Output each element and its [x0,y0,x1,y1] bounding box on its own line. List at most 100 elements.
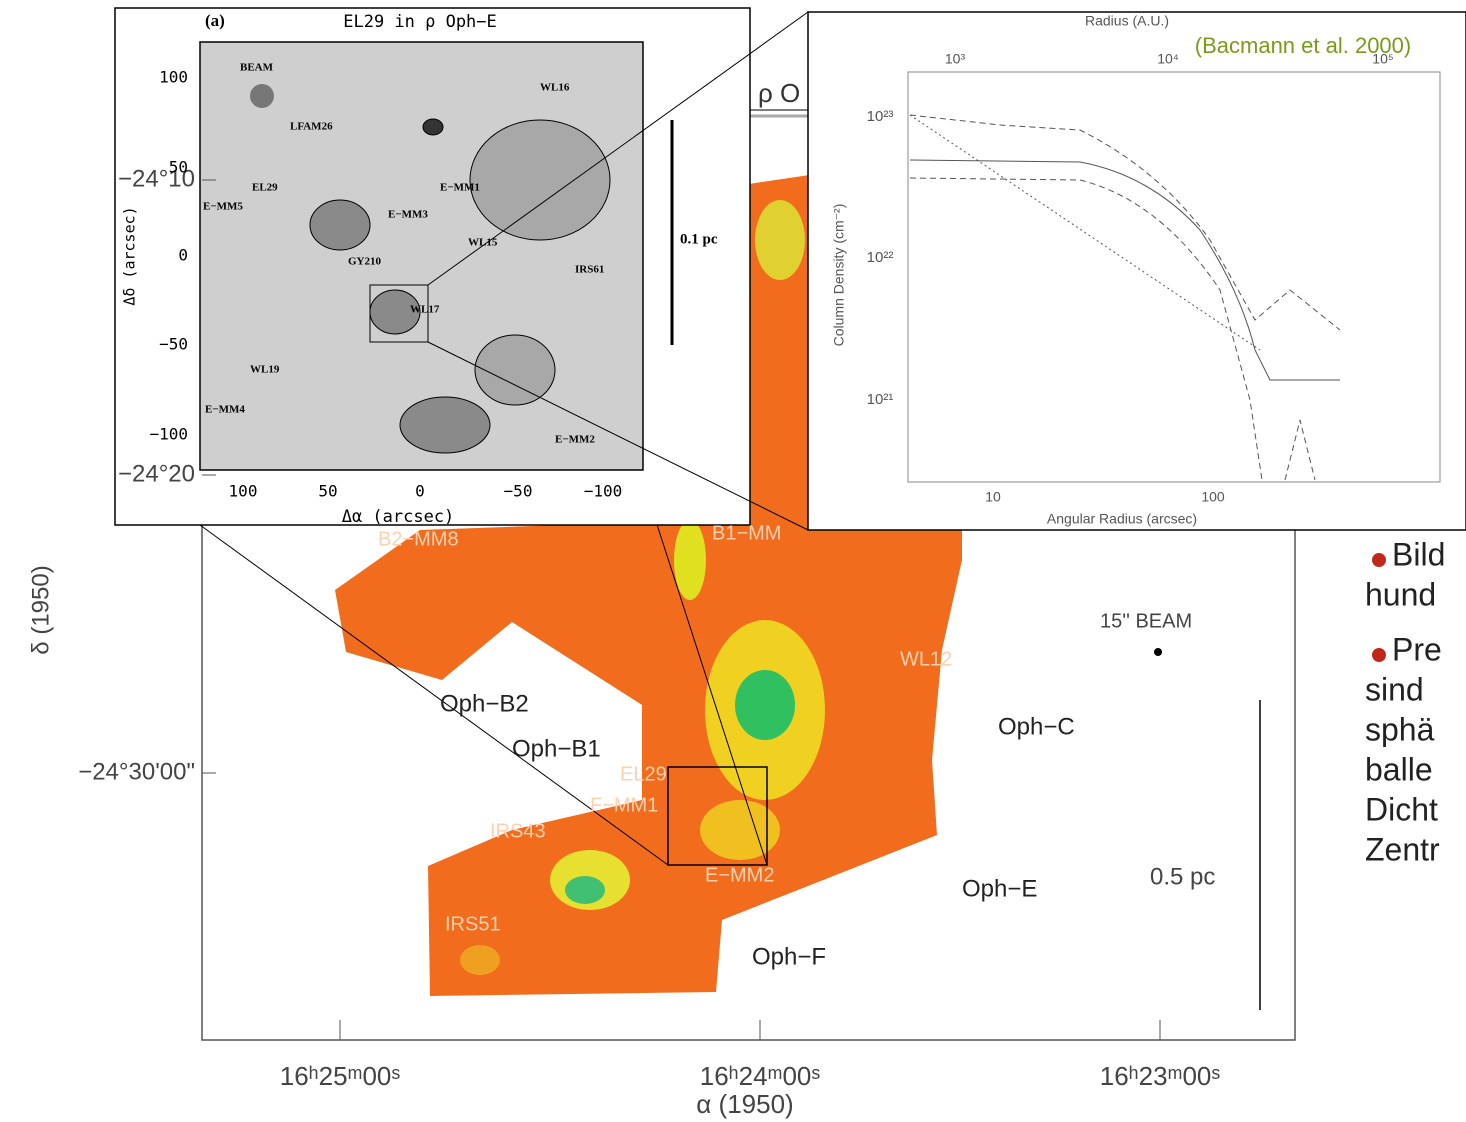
beam [250,84,274,108]
y-axis-label: Column Density (cm⁻²) [831,204,847,347]
y-tick-label: −24°30'00" [78,758,195,785]
map-label: B1−MM [712,522,781,544]
map-label: F−MM1 [590,794,658,816]
bullet-text: Zentr [1365,831,1440,867]
credit: (Bacmann et al. 2000) [1195,33,1411,58]
top-tick-label: 10⁴ [1157,51,1179,67]
x-axis-label: α (1950) [696,1089,793,1119]
source-label: WL16 [540,82,570,94]
top-tick-label: 10³ [945,51,966,67]
upper-curve [909,114,1341,331]
core [735,670,795,740]
inset-title: EL29 in ρ Oph−E [343,12,497,32]
power-law [909,114,1261,351]
map-label: IRS51 [445,913,501,935]
x-tick-label: 50 [318,482,337,501]
zoom-line [199,524,669,866]
lower-curve [909,177,1316,481]
x-tick-label: −50 [504,482,533,501]
source-label: E−MM2 [555,434,595,446]
scale-label: 0.1 pc [680,231,718,247]
source-label: GY210 [348,256,382,268]
profile-frame [807,11,1466,531]
core [700,800,780,860]
profile-axes [907,71,1441,483]
emission-region [335,172,962,996]
bullet-text: Bild [1392,536,1445,572]
y-axis-label: Δδ (arcsec) [121,206,139,305]
source-label: E−MM1 [440,182,480,194]
contour [469,119,611,241]
x-tick-label: 10 [985,489,1001,505]
x-tick-label: 16ʰ24ᵐ00ˢ [700,1061,821,1091]
map-label: Oph−E [962,875,1037,902]
map-label: 0.5 pc [1150,863,1215,890]
y-tick-label: 10²¹ [867,391,894,408]
source-label: E−MM3 [388,209,428,221]
y-tick-label: −24°20 [118,460,195,487]
model-curve [909,159,1340,381]
y-tick-label: 0 [178,246,188,265]
map-label: IRS43 [490,820,546,842]
y-tick-label: −50 [159,335,188,354]
core [674,520,706,600]
source-label: E−MM5 [203,201,243,213]
contour [309,199,371,251]
y-tick-label: −24°10 [118,165,195,192]
y-tick-label: 50 [169,158,188,177]
map-label: B2−MM8 [378,528,459,550]
zoom-box [667,766,768,866]
source-label: WL19 [250,364,280,376]
source-label: IRS61 [575,264,604,276]
y-axis-label: δ (1950) [27,565,54,654]
x-tick-label: −100 [584,482,623,501]
core [460,945,500,975]
bullet-marker [1372,648,1386,662]
source-label: BEAM [240,62,274,74]
core [565,876,605,904]
map-label: Oph−B2 [440,690,529,717]
y-tick-label: 10²³ [867,108,894,125]
y-tick-label: −100 [149,425,188,444]
bullet-text: hund [1365,576,1436,612]
source-label: EL29 [252,182,278,194]
source-label: WL17 [410,304,440,316]
map-label: Oph−F [752,943,826,970]
contour [474,334,556,406]
map-label: Oph−C [998,713,1075,740]
zoom-line [639,471,768,866]
bullet-text: sind [1365,671,1424,707]
x-tick-label: 16ʰ23ᵐ00ˢ [1100,1061,1221,1091]
source-label: WL15 [468,237,498,249]
map-label: 15'' BEAM [1100,610,1192,632]
x-tick-label: 100 [1201,489,1225,505]
inset-contours [309,118,611,454]
bullet-text: Dicht [1365,791,1438,827]
source-label: E−MM4 [205,404,245,416]
panel-label: (a) [205,11,225,30]
map-label: EL29 [620,763,667,785]
contour [422,118,444,136]
map-title: ρ O [758,78,800,108]
y-tick-label: 10²² [867,249,894,266]
x-tick-label: 0 [415,482,425,501]
x-axis-label: Angular Radius (arcsec) [1047,511,1197,527]
bullet-text: sphä [1365,711,1435,747]
x-axis-label: Δα (arcsec) [342,507,455,527]
zoom-box [369,284,429,343]
zoom-line [427,341,809,531]
bullet-text: Pre [1392,631,1442,667]
dense-cores [460,200,825,975]
contour [399,396,491,454]
map-label: E−MM2 [705,864,774,886]
map-label: WL12 [900,648,952,670]
inset-map [199,41,644,471]
beam [1154,648,1162,656]
y-tick-label: 100 [159,68,188,87]
zoom-line [427,11,809,286]
map-label: Oph−B1 [512,735,601,762]
source-label: LFAM26 [290,121,333,133]
top-tick-label: 10⁵ [1372,51,1393,67]
